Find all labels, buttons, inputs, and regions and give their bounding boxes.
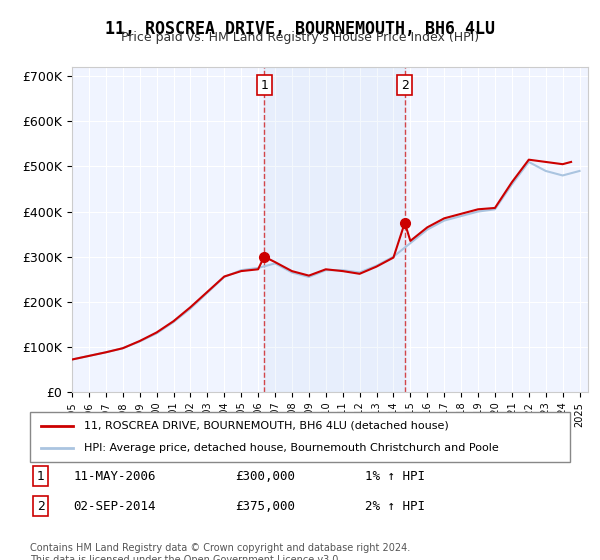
Text: 11, ROSCREA DRIVE, BOURNEMOUTH, BH6 4LU: 11, ROSCREA DRIVE, BOURNEMOUTH, BH6 4LU: [105, 20, 495, 38]
FancyBboxPatch shape: [30, 412, 570, 462]
Text: £375,000: £375,000: [235, 500, 295, 513]
Text: 11, ROSCREA DRIVE, BOURNEMOUTH, BH6 4LU (detached house): 11, ROSCREA DRIVE, BOURNEMOUTH, BH6 4LU …: [84, 421, 449, 431]
Text: 2: 2: [37, 500, 45, 513]
Text: HPI: Average price, detached house, Bournemouth Christchurch and Poole: HPI: Average price, detached house, Bour…: [84, 443, 499, 453]
Text: 1% ↑ HPI: 1% ↑ HPI: [365, 469, 425, 483]
Text: 2: 2: [401, 79, 409, 92]
Text: £300,000: £300,000: [235, 469, 295, 483]
Text: Price paid vs. HM Land Registry's House Price Index (HPI): Price paid vs. HM Land Registry's House …: [121, 31, 479, 44]
Text: 2% ↑ HPI: 2% ↑ HPI: [365, 500, 425, 513]
Bar: [264, 67, 405, 392]
Text: 11-MAY-2006: 11-MAY-2006: [73, 469, 156, 483]
Text: 02-SEP-2014: 02-SEP-2014: [73, 500, 156, 513]
Text: 1: 1: [37, 469, 45, 483]
Text: 1: 1: [260, 79, 268, 92]
Text: Contains HM Land Registry data © Crown copyright and database right 2024.
This d: Contains HM Land Registry data © Crown c…: [30, 543, 410, 560]
